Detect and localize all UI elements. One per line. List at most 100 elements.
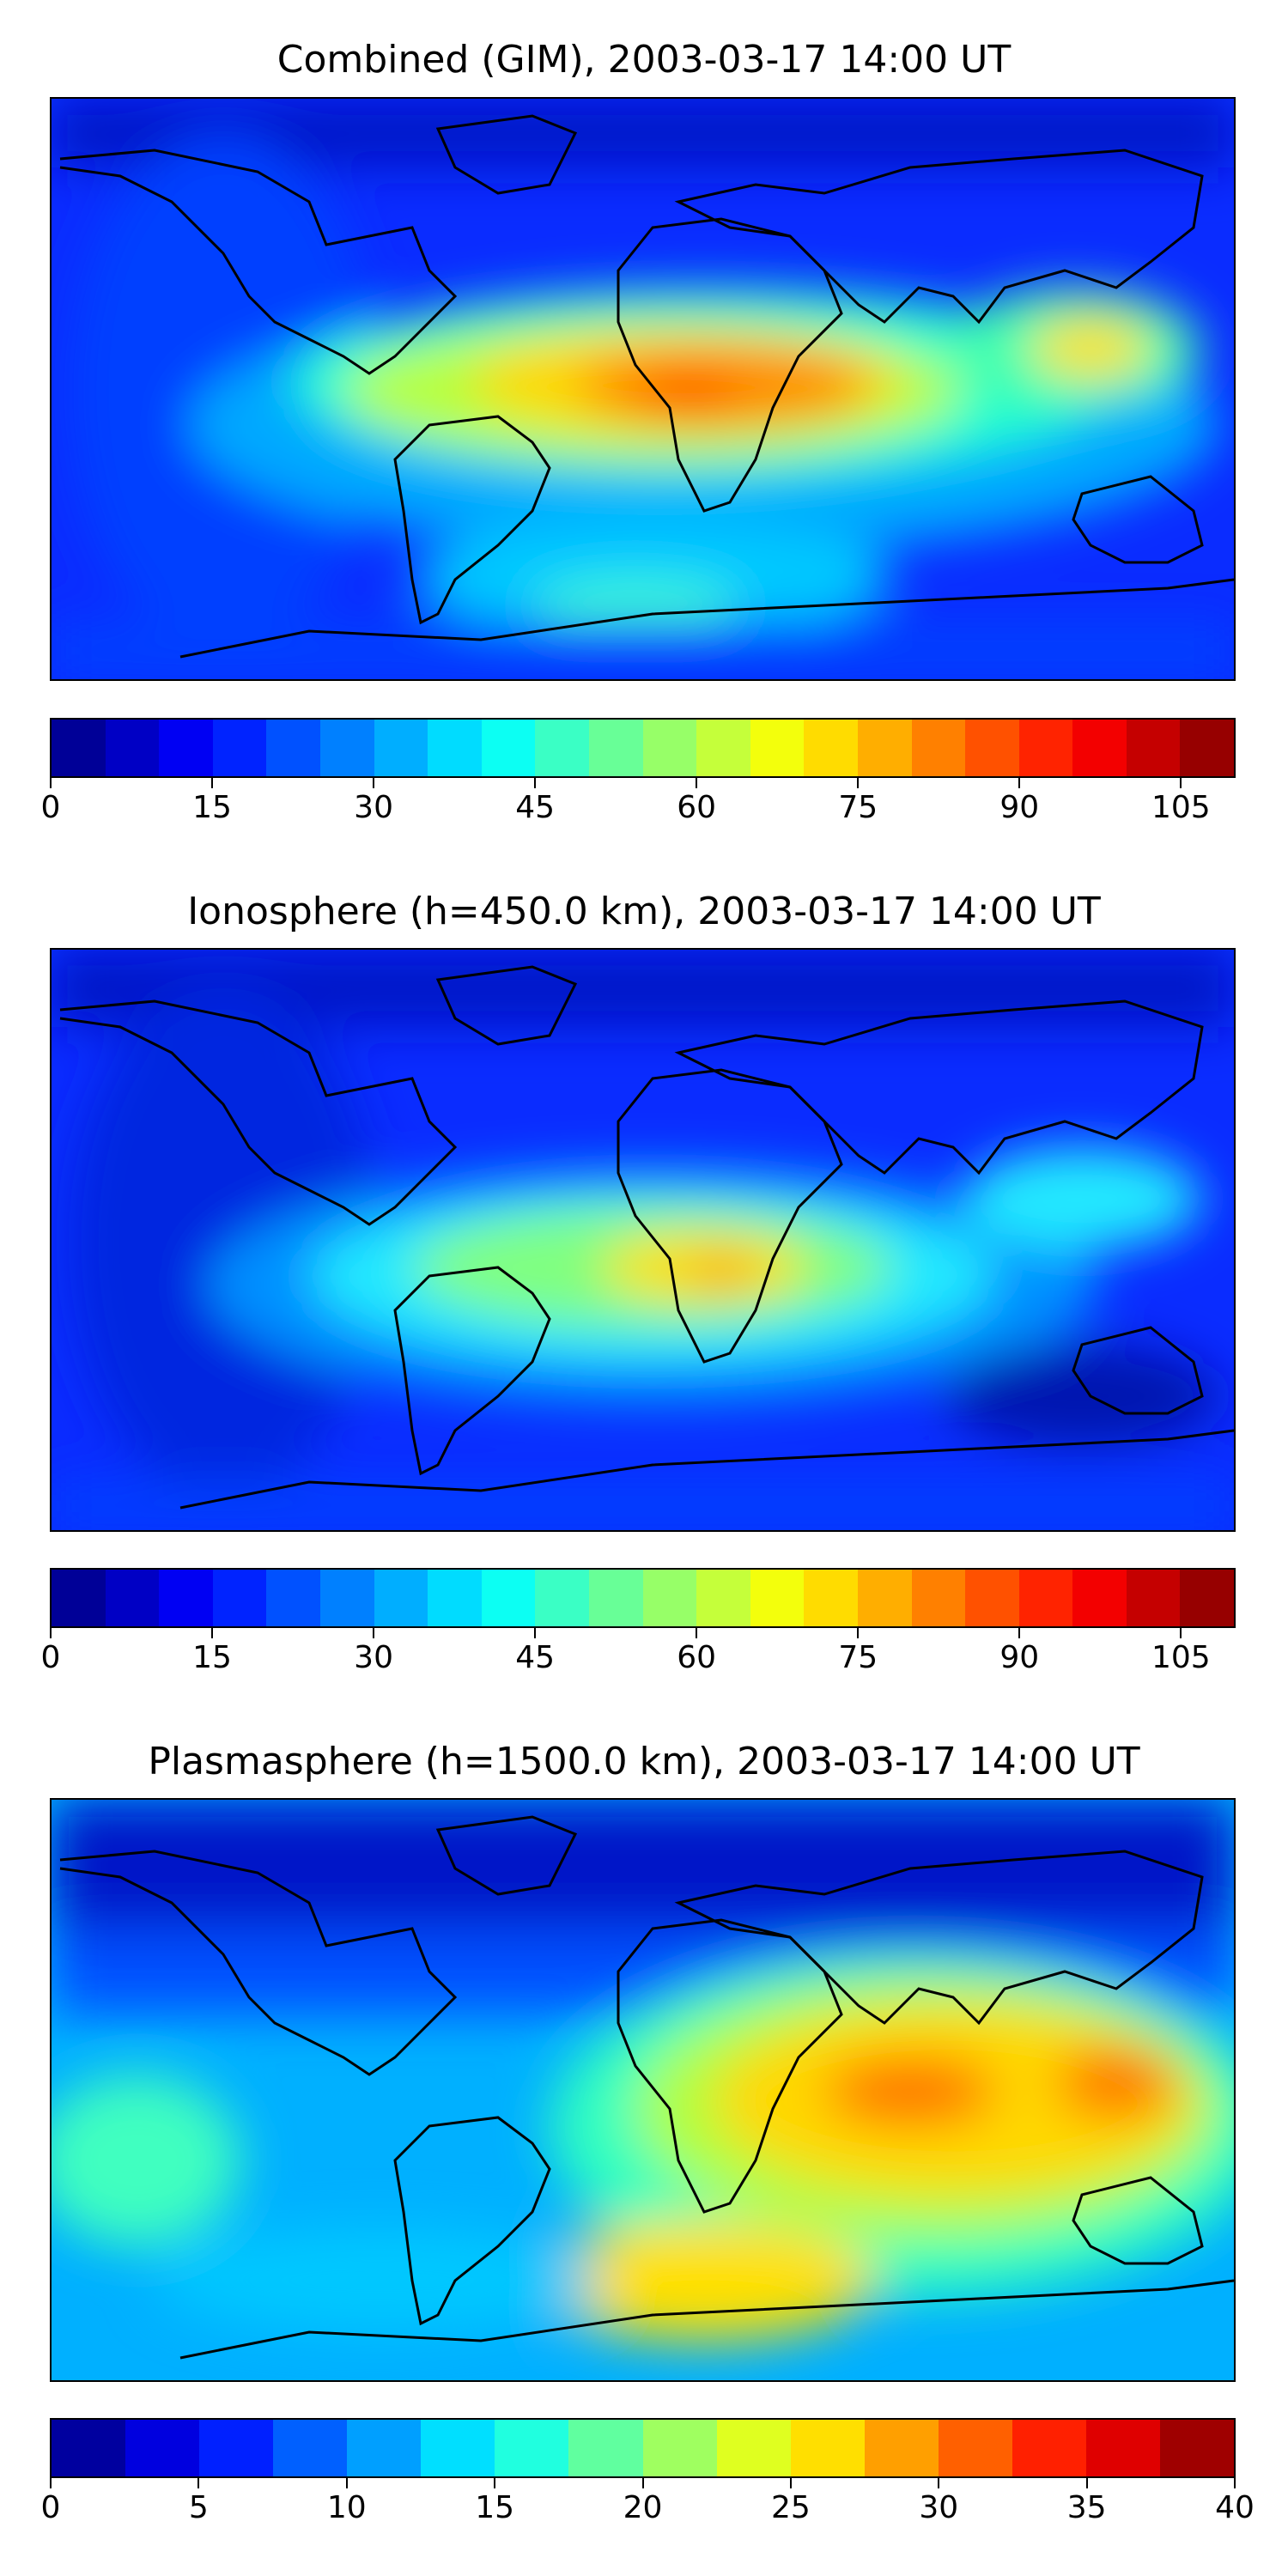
colorbar-combined <box>50 718 1236 778</box>
colorbar-segment <box>911 720 966 776</box>
colorbar-segment <box>212 1570 267 1626</box>
colorbar-segment <box>428 720 482 776</box>
colorbar-tick-label: 15 <box>192 1640 232 1675</box>
colorbar-segment <box>588 720 643 776</box>
colorbar-tick-mark <box>641 2478 644 2488</box>
colorbar-tick-mark <box>857 1628 860 1638</box>
colorbar-tick-label: 75 <box>838 790 878 825</box>
colorbar-tick-mark <box>211 1628 214 1638</box>
colorbar-tick-label: 75 <box>838 1640 878 1675</box>
colorbar-tick-label: 0 <box>40 790 61 825</box>
colorbar-tick-label: 40 <box>1215 2490 1255 2525</box>
colorbar-tick-mark <box>50 1628 52 1638</box>
colorbar-tick-label: 10 <box>326 2490 367 2525</box>
colorbar-tick-mark <box>696 1628 698 1638</box>
colorbar-segment <box>481 720 536 776</box>
colorbar-tick-label: 90 <box>999 1640 1040 1675</box>
colorbar-tick-mark <box>938 2478 940 2488</box>
colorbar-segment <box>696 720 750 776</box>
colorbar-segment <box>696 1570 750 1626</box>
colorbar-tick-mark <box>1234 2478 1236 2488</box>
panel-title: Plasmasphere (h=1500.0 km), 2003-03-17 1… <box>148 1740 1140 1783</box>
colorbar-tick-label: 45 <box>515 1640 556 1675</box>
colorbar-segment <box>273 2420 348 2476</box>
colorbar-segment <box>52 720 106 776</box>
colorbar-segment <box>266 1570 320 1626</box>
colorbar-tick-label: 90 <box>999 790 1040 825</box>
colorbar-segment <box>1126 720 1181 776</box>
colorbar-ticks-combined: 0 15 30 45 60 75 90 105 <box>41 778 1236 829</box>
colorbar-tick-label: 30 <box>354 1640 393 1675</box>
coastlines <box>59 114 1234 659</box>
colorbar-tick-mark <box>373 1628 375 1638</box>
colorbar-segment <box>1012 2420 1086 2476</box>
colorbar-tick-label: 45 <box>515 790 556 825</box>
colorbar-tick-mark <box>1180 1628 1182 1638</box>
colorbar-segment <box>212 720 267 776</box>
colorbar-tick-label: 35 <box>1066 2490 1107 2525</box>
colorbar-segment <box>588 1570 643 1626</box>
colorbar-segment <box>52 1570 106 1626</box>
colorbar-segment <box>421 2420 495 2476</box>
colorbar-segment <box>52 2420 126 2476</box>
colorbar-segment <box>428 1570 482 1626</box>
colorbar-tick-mark <box>789 2478 792 2488</box>
colorbar-segment <box>105 1570 160 1626</box>
colorbar-tick-mark <box>534 1628 537 1638</box>
world-map-plasmasphere <box>50 1798 1236 2382</box>
colorbar-ionosphere <box>50 1568 1236 1628</box>
colorbar-tick-label: 5 <box>188 2490 209 2525</box>
tec-map <box>52 1800 1234 2380</box>
colorbar-segment <box>642 2420 717 2476</box>
colorbar-tick-mark <box>1018 778 1021 788</box>
colorbar-segment <box>159 1570 213 1626</box>
colorbar-segment <box>1159 2420 1234 2476</box>
colorbar-segment <box>535 1570 589 1626</box>
colorbar-segment <box>568 2420 643 2476</box>
coastlines <box>59 1815 1234 2360</box>
colorbar-segment <box>374 720 428 776</box>
colorbar-segment <box>481 1570 536 1626</box>
colorbar-tick-mark <box>1018 1628 1021 1638</box>
colorbar-tick-label: 0 <box>40 1640 61 1675</box>
colorbar-plasmasphere <box>50 2418 1236 2478</box>
panel-title: Ionosphere (h=450.0 km), 2003-03-17 14:0… <box>187 890 1101 933</box>
colorbar-segment <box>750 1570 805 1626</box>
colorbar-segment <box>199 2420 274 2476</box>
coastlines <box>59 965 1234 1510</box>
colorbar-segment <box>804 720 858 776</box>
colorbar-segment <box>911 1570 966 1626</box>
colorbar-segment <box>790 2420 865 2476</box>
colorbar-tick-mark <box>857 778 860 788</box>
colorbar-tick-label: 105 <box>1151 1640 1211 1675</box>
colorbar-segment <box>1180 1570 1235 1626</box>
colorbar-tick-label: 105 <box>1151 790 1211 825</box>
colorbar-tick-label: 60 <box>677 1640 717 1675</box>
colorbar-segment <box>266 720 320 776</box>
colorbar-segment <box>938 2420 1012 2476</box>
colorbar-tick-label: 0 <box>40 2490 61 2525</box>
colorbar-segment <box>804 1570 858 1626</box>
colorbar-ticks-ionosphere: 0 15 30 45 60 75 90 105 <box>41 1628 1236 1680</box>
tec-map <box>52 99 1234 679</box>
colorbar-tick-label: 25 <box>770 2490 811 2525</box>
colorbar-segment <box>125 2420 200 2476</box>
colorbar-tick-mark <box>1085 2478 1088 2488</box>
colorbar-tick-label: 30 <box>919 2490 959 2525</box>
colorbar-segment <box>159 720 213 776</box>
colorbar-tick-label: 30 <box>354 790 393 825</box>
tec-map <box>52 950 1234 1530</box>
colorbar-segment <box>1072 1570 1127 1626</box>
world-map-combined <box>50 97 1236 681</box>
colorbar-tick-mark <box>1180 778 1182 788</box>
colorbar-segment <box>965 720 1019 776</box>
colorbar-segment <box>535 720 589 776</box>
colorbar-segment <box>750 720 805 776</box>
colorbar-segment <box>857 720 912 776</box>
colorbar-tick-mark <box>197 2478 200 2488</box>
colorbar-segment <box>1085 2420 1160 2476</box>
colorbar-segment <box>347 2420 422 2476</box>
colorbar-segment <box>319 1570 374 1626</box>
colorbar-tick-label: 60 <box>677 790 717 825</box>
colorbar-segment <box>642 720 697 776</box>
